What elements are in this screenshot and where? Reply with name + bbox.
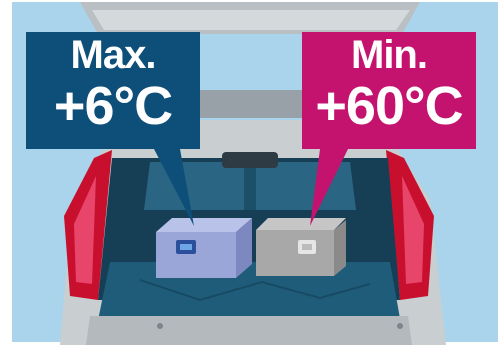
max-temperature-label: Max. +6°C xyxy=(26,32,200,149)
right-tail-light-highlight xyxy=(402,176,424,284)
warm-box-icon xyxy=(256,218,346,276)
min-temperature-callout xyxy=(302,32,476,226)
cool-box-icon xyxy=(156,218,252,278)
liner-folds xyxy=(139,279,371,302)
bumper-bolt-left xyxy=(157,323,163,329)
max-temperature-callout xyxy=(26,32,200,226)
headrest xyxy=(222,152,278,168)
min-temperature-label: Min. +60°C xyxy=(302,32,476,149)
min-temperature-value: +60°C xyxy=(315,76,463,136)
bumper-bolt-right xyxy=(397,323,403,329)
rear-bumper xyxy=(86,316,412,345)
left-tail-light-highlight xyxy=(74,176,96,284)
max-title: Max. xyxy=(70,33,157,77)
tailgate-panel xyxy=(92,10,410,30)
min-title: Min. xyxy=(351,33,428,77)
max-temperature-value: +6°C xyxy=(53,76,173,136)
seat-divider xyxy=(244,162,256,210)
rear-window xyxy=(170,90,330,118)
cargo-liner xyxy=(96,262,402,330)
